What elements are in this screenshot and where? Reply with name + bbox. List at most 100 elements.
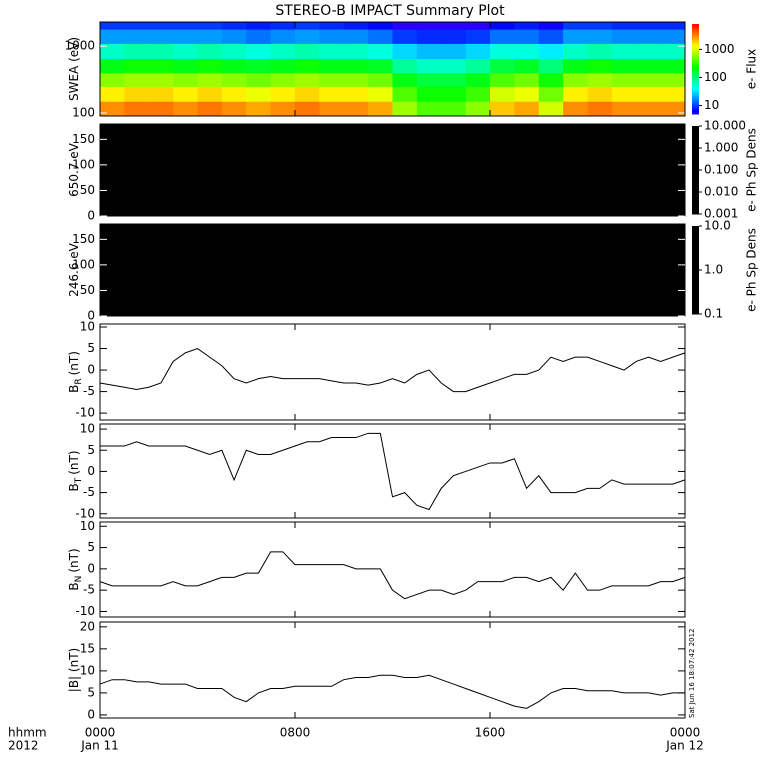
heatmap-cell bbox=[368, 86, 393, 102]
y-label-main: B bbox=[67, 483, 81, 491]
heatmap-cell bbox=[490, 72, 515, 87]
colorbar-tick-label: 0.100 bbox=[704, 163, 738, 177]
heatmap-cell bbox=[441, 43, 467, 60]
y-tick-label: 15 bbox=[80, 641, 95, 655]
heatmap-cell bbox=[368, 101, 393, 117]
colorbar-step bbox=[692, 60, 699, 63]
colorbar-tick-label: 10 bbox=[704, 98, 719, 112]
heatmap-cell bbox=[100, 58, 125, 74]
heatmap-cell bbox=[343, 43, 369, 60]
y-axis-label: 650.7 eV bbox=[67, 142, 81, 197]
heatmap-cell bbox=[416, 22, 442, 30]
colorbar-step bbox=[692, 139, 699, 142]
colorbar-step bbox=[692, 300, 699, 304]
heatmap-cell bbox=[221, 22, 247, 30]
heatmap-cell bbox=[660, 22, 686, 30]
colorbar-step bbox=[692, 78, 699, 81]
y-tick-label: 1000 bbox=[64, 39, 95, 53]
heatmap-cell bbox=[343, 29, 369, 44]
colorbar-step bbox=[692, 183, 699, 186]
colorbar-step bbox=[692, 126, 699, 129]
heatmap-cell bbox=[563, 58, 588, 74]
colorbar-step bbox=[692, 57, 699, 61]
y-axis-label: BT (nT) bbox=[67, 450, 84, 491]
y-tick-label: 0 bbox=[87, 363, 95, 377]
heatmap-cell bbox=[246, 86, 272, 102]
heatmap-cell bbox=[124, 72, 150, 87]
heatmap-cell bbox=[392, 101, 418, 117]
heatmap-cell bbox=[538, 58, 564, 74]
heatmap-cell bbox=[636, 58, 662, 74]
colorbar-step bbox=[692, 178, 699, 182]
heatmap-cell bbox=[270, 101, 296, 117]
colorbar-step bbox=[692, 82, 699, 86]
heatmap-cell bbox=[514, 58, 540, 74]
heatmap-cell bbox=[270, 72, 296, 87]
colorbar-step bbox=[692, 203, 699, 206]
colorbar-step bbox=[692, 24, 699, 27]
colorbar-step bbox=[692, 176, 699, 180]
colorbar-step bbox=[692, 309, 699, 313]
heatmap-cell bbox=[100, 29, 125, 44]
plot-frame bbox=[99, 323, 686, 421]
heatmap-cell bbox=[563, 43, 588, 60]
heatmap-cell bbox=[270, 43, 296, 60]
heatmap-cell bbox=[490, 86, 515, 102]
heatmap-cell bbox=[636, 22, 662, 30]
plot-background bbox=[100, 124, 685, 216]
heatmap-cell bbox=[246, 43, 272, 60]
y-tick-label: 10 bbox=[80, 663, 95, 677]
colorbar-step bbox=[692, 256, 699, 260]
y-tick-label: 10 bbox=[80, 320, 95, 334]
colorbar-step bbox=[692, 243, 699, 247]
heatmap-cell bbox=[343, 72, 369, 87]
heatmap-cell bbox=[514, 101, 540, 117]
heatmap-cell bbox=[490, 101, 515, 117]
heatmap-cell bbox=[587, 29, 613, 44]
colorbar-step bbox=[692, 46, 699, 50]
colorbar-tick-label: 1.000 bbox=[704, 141, 738, 155]
heatmap-cell bbox=[295, 101, 320, 117]
heatmap-cell bbox=[368, 43, 393, 60]
heatmap-cell bbox=[636, 86, 662, 102]
colorbar-step bbox=[692, 71, 699, 74]
y-label-sub: R bbox=[74, 378, 84, 384]
heatmap-cell bbox=[148, 101, 174, 117]
colorbar-step bbox=[692, 278, 699, 282]
y-tick-label: 0 bbox=[87, 707, 95, 721]
colorbar-step bbox=[692, 283, 699, 286]
heatmap-cell bbox=[368, 29, 393, 44]
year-label: 2012 bbox=[8, 739, 39, 753]
heatmap-cell bbox=[124, 86, 150, 102]
heatmap-cell bbox=[587, 22, 613, 30]
heatmap-cell bbox=[538, 43, 564, 60]
y-axis-label: SWEA (eV) bbox=[67, 37, 81, 101]
colorbar-tick-label: 0.001 bbox=[704, 207, 738, 221]
heatmap-cell bbox=[100, 43, 125, 60]
colorbar-step bbox=[692, 174, 699, 178]
heatmap-cell bbox=[319, 43, 345, 60]
colorbar-step bbox=[692, 53, 699, 56]
heatmap-cell bbox=[221, 43, 247, 60]
plot-frame bbox=[99, 521, 686, 618]
colorbar-tick-label: 10.0 bbox=[704, 219, 731, 233]
colorbar-step bbox=[692, 33, 699, 36]
colorbar-step bbox=[692, 285, 699, 289]
heatmap-cell bbox=[173, 29, 198, 44]
heatmap-cell bbox=[441, 22, 467, 30]
heatmap-cell bbox=[270, 58, 296, 74]
heatmap-cell bbox=[563, 101, 588, 117]
colorbar-step bbox=[692, 292, 699, 295]
data-line bbox=[99, 674, 685, 709]
y-axis-label: |B| (nT) bbox=[67, 648, 81, 692]
colorbar-step bbox=[692, 230, 699, 234]
plot-frame bbox=[99, 21, 686, 117]
plot-title: STEREO-B IMPACT Summary Plot bbox=[275, 3, 505, 19]
colorbar-step bbox=[692, 189, 699, 193]
colorbar-step bbox=[692, 145, 699, 149]
data-line bbox=[100, 432, 686, 511]
colorbar-step bbox=[692, 152, 699, 156]
colorbar-step bbox=[692, 307, 699, 311]
heatmap-cell bbox=[465, 43, 491, 60]
